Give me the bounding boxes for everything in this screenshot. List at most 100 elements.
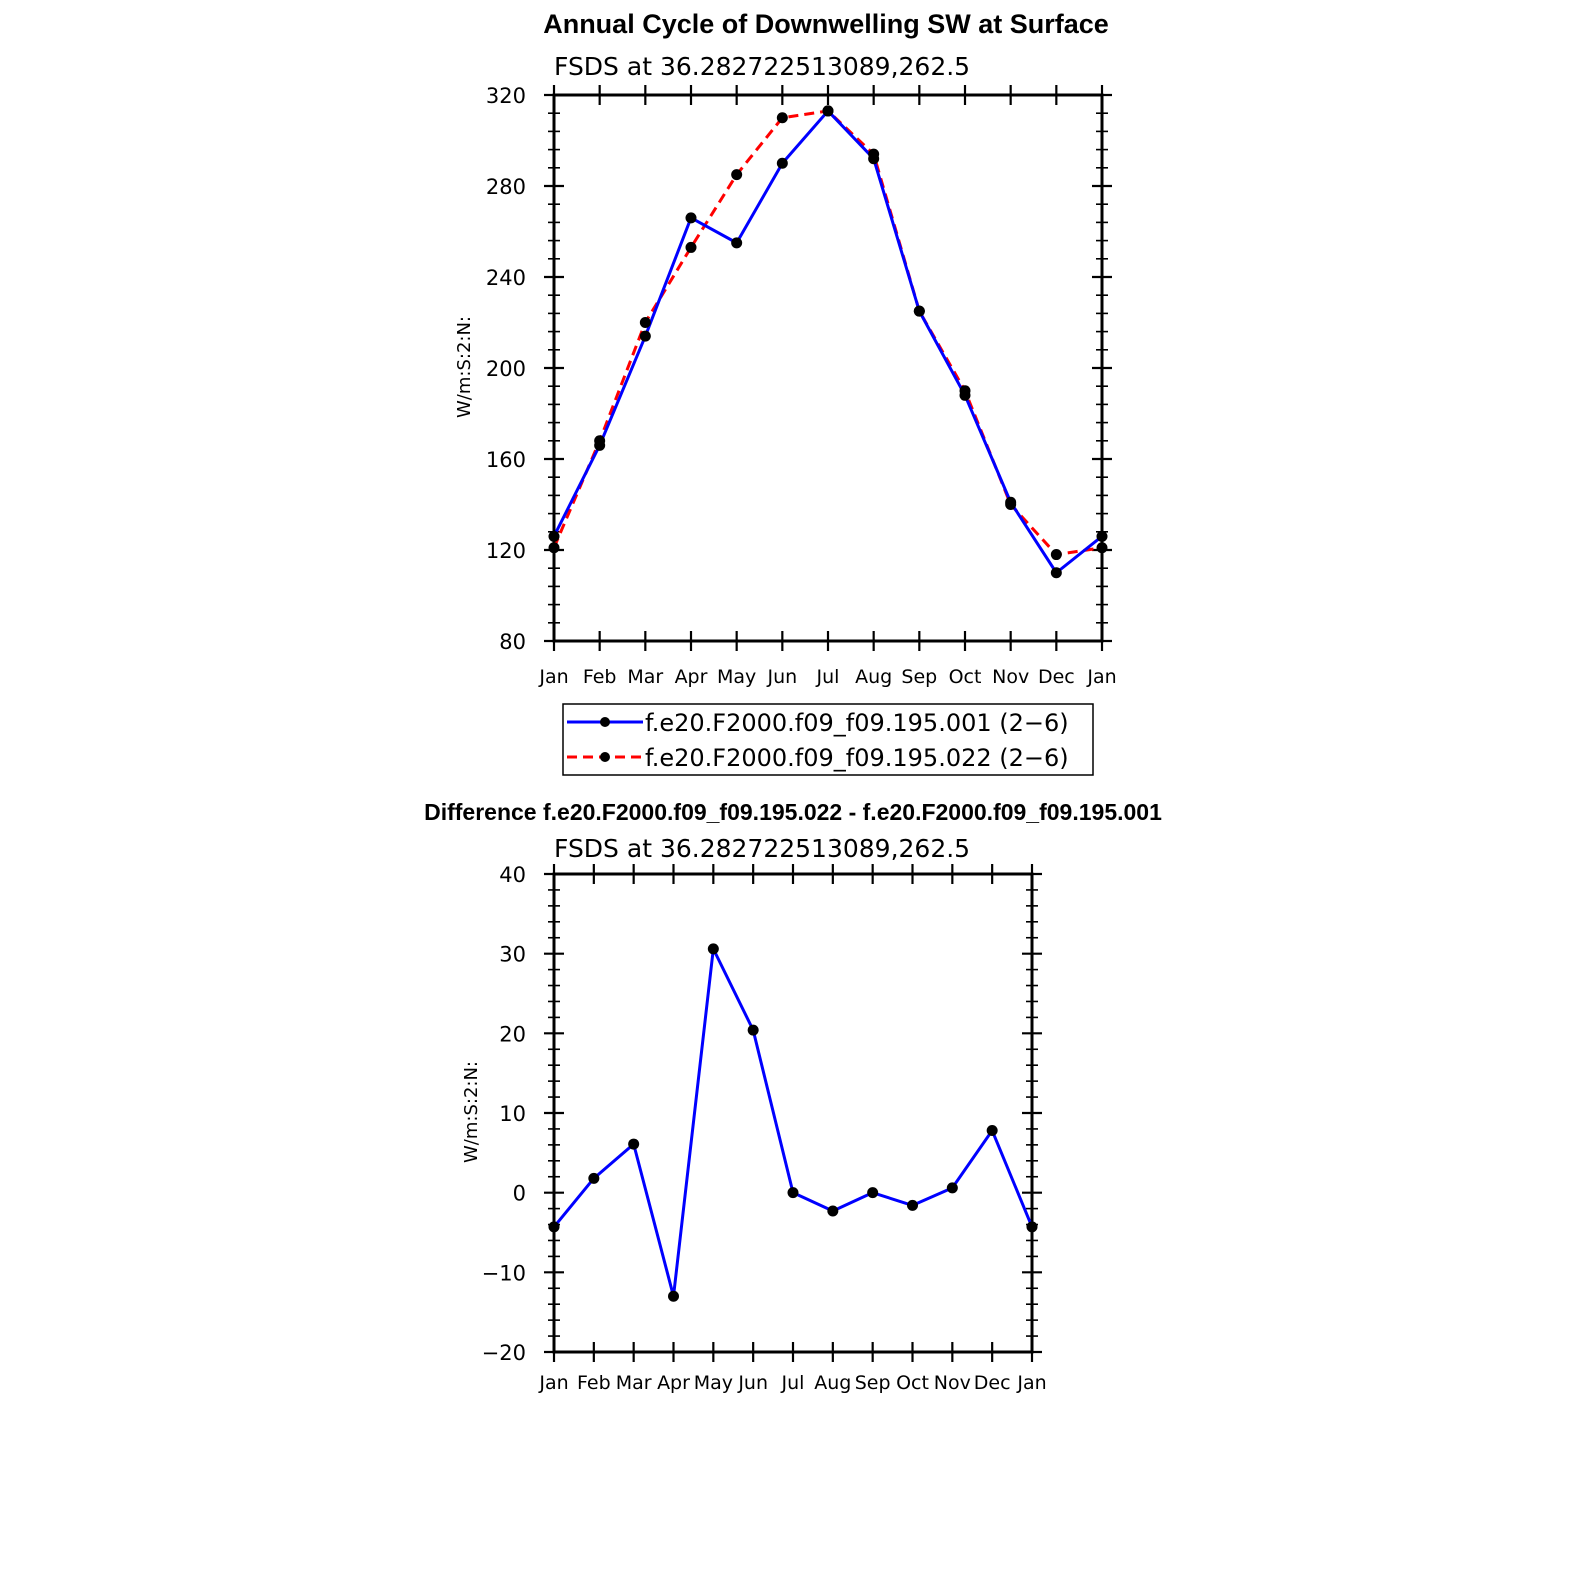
- chart2-series-1-point: [747, 1024, 759, 1036]
- chart2-series-1-point: [867, 1187, 879, 1199]
- chart2-x-tick-label: Jul: [781, 1372, 805, 1394]
- chart1-title: Annual Cycle of Downwelling SW at Surfac…: [543, 9, 1109, 39]
- chart1-series-2-point: [1096, 542, 1108, 554]
- chart1-x-tick-labels: Jan Feb Mar Apr May Jun Jul Aug Sep Oct Nov Dec Jan: [538, 666, 1116, 688]
- chart1-y-tick-label: 120: [486, 539, 526, 563]
- chart1-x-tick-label: Apr: [675, 666, 708, 688]
- chart2-series-1-point: [946, 1182, 958, 1194]
- chart2-y-axis-label: W/m:S:2:N:: [461, 1061, 482, 1163]
- legend-marker-series-2: [600, 752, 610, 762]
- chart1-x-tick-label: Sep: [901, 666, 937, 688]
- chart1-y-tick-label: 240: [486, 266, 526, 290]
- chart2-x-tick-label: Sep: [855, 1372, 891, 1394]
- chart1-series-2-point: [913, 305, 925, 317]
- annual-cycle-chart: Annual Cycle of Downwelling SW at Surfac…: [454, 9, 1117, 776]
- legend-marker-series-1: [600, 717, 610, 727]
- chart1-y-tick-label: 80: [499, 630, 526, 654]
- chart2-x-tick-label: Dec: [974, 1372, 1011, 1394]
- chart1-series-2-point: [1005, 499, 1017, 510]
- chart2-x-tick-label: Nov: [934, 1372, 971, 1394]
- chart2-tick-marks: [544, 864, 1042, 1362]
- legend-label-series-2: f.e20.F2000.f09_f09.195.022 (2−6): [645, 744, 1069, 772]
- chart1-series-1-point: [731, 237, 743, 249]
- chart2-x-tick-label: Oct: [896, 1372, 929, 1394]
- chart1-series-1-point: [685, 212, 697, 224]
- chart2-series-1-point: [1026, 1221, 1038, 1233]
- chart2-subtitle: FSDS at 36.282722513089,262.5: [554, 834, 970, 863]
- legend-entry-series-2: f.e20.F2000.f09_f09.195.022 (2−6): [567, 744, 1069, 772]
- chart2-x-tick-labels: Jan Feb Mar Apr May Jun Jul Aug Sep Oct Nov Dec Jan: [538, 1372, 1046, 1394]
- chart1-y-axis-label: W/m:S:2:N:: [454, 316, 475, 418]
- chart2-series-1-point: [548, 1221, 560, 1233]
- chart1-x-tick-label: Mar: [627, 666, 663, 688]
- chart1-x-tick-label: Feb: [583, 666, 617, 688]
- chart2-y-tick-labels: −20 −10 0 10 20 30 40: [482, 863, 526, 1365]
- chart2-series-1-point: [907, 1199, 918, 1211]
- chart1-y-tick-label: 280: [486, 175, 526, 199]
- chart2-series-1-point: [588, 1172, 600, 1184]
- chart2-series-1-point: [628, 1138, 640, 1150]
- chart1-series-1-point: [639, 330, 651, 342]
- chart1-legend: f.e20.F2000.f09_f09.195.001 (2−6) f.e20.…: [562, 703, 1094, 776]
- chart2-series-1-point: [986, 1125, 998, 1137]
- chart2-y-tick-label: −20: [482, 1341, 526, 1365]
- chart2-x-tick-label: Jun: [737, 1372, 768, 1394]
- chart1-series-1-point: [1050, 567, 1062, 579]
- chart1-series-2-point: [731, 169, 743, 181]
- chart1-x-tick-label: Nov: [992, 666, 1029, 688]
- chart1-x-tick-label: Aug: [855, 666, 892, 688]
- chart2-series: [548, 943, 1038, 1302]
- chart2-y-tick-label: 0: [513, 1182, 526, 1206]
- chart1-series-2-point: [868, 148, 880, 160]
- chart2-x-tick-label: Aug: [814, 1372, 851, 1394]
- chart1-series-line-1: [552, 109, 1103, 575]
- chart2-y-tick-label: 30: [499, 943, 526, 967]
- chart1-x-tick-label: Oct: [949, 666, 982, 688]
- chart2-y-tick-label: 10: [499, 1102, 526, 1126]
- legend-entry-series-1: f.e20.F2000.f09_f09.195.001 (2−6): [567, 709, 1069, 737]
- chart1-series-2-point: [685, 241, 697, 253]
- chart1-series: [548, 105, 1108, 579]
- chart2-series-1-point: [787, 1187, 799, 1199]
- chart1-series-2-point: [959, 385, 971, 397]
- chart1-x-tick-label: May: [717, 666, 756, 688]
- chart1-y-tick-label: 160: [486, 448, 526, 472]
- chart2-series-line-1: [552, 947, 1034, 1298]
- chart2-x-tick-label: Jan: [538, 1372, 568, 1394]
- chart1-series-2-point: [776, 112, 788, 124]
- chart1-y-tick-label: 320: [486, 84, 526, 108]
- chart1-x-tick-label: Jul: [816, 666, 840, 688]
- chart1-x-tick-label: Jun: [766, 666, 797, 688]
- chart1-subtitle: FSDS at 36.282722513089,262.5: [554, 52, 970, 81]
- chart1-series-1-point: [776, 157, 788, 169]
- chart1-series-line-2: [552, 109, 1103, 557]
- chart1-y-tick-labels: 80 120 160 200 240 280 320: [486, 84, 526, 654]
- legend-box: [562, 703, 1094, 776]
- chart2-x-tick-label: Jan: [1016, 1372, 1046, 1394]
- chart2-x-tick-label: Mar: [616, 1372, 652, 1394]
- chart1-series-2-point: [1050, 549, 1062, 561]
- chart2-x-tick-label: Feb: [577, 1372, 611, 1394]
- chart1-x-tick-label: Jan: [538, 666, 568, 688]
- chart1-x-tick-label: Dec: [1038, 666, 1075, 688]
- difference-chart: Difference f.e20.F2000.f09_f09.195.022 -…: [424, 799, 1162, 1394]
- chart1-series-1-point: [548, 530, 560, 542]
- chart1-x-tick-label: Jan: [1086, 666, 1116, 688]
- chart2-title: Difference f.e20.F2000.f09_f09.195.022 -…: [424, 799, 1162, 825]
- chart1-series-2-point: [822, 105, 834, 117]
- chart2-series-1-point: [707, 943, 719, 955]
- chart2-x-tick-label: May: [694, 1372, 733, 1394]
- chart1-series-2-point: [594, 435, 606, 447]
- chart1-plot-frame: [552, 93, 1104, 643]
- chart2-plot-frame: [552, 872, 1034, 1354]
- chart1-series-1-point: [1096, 530, 1108, 542]
- chart2-series-1-point: [668, 1290, 679, 1302]
- chart2-x-tick-label: Apr: [657, 1372, 690, 1394]
- chart2-y-tick-label: 20: [499, 1022, 526, 1046]
- chart1-series-2-point: [548, 542, 560, 554]
- chart1-series-2-point: [639, 317, 651, 328]
- chart1-y-tick-label: 200: [486, 357, 526, 381]
- chart2-y-tick-label: 40: [499, 863, 526, 887]
- chart2-y-tick-label: −10: [482, 1261, 526, 1285]
